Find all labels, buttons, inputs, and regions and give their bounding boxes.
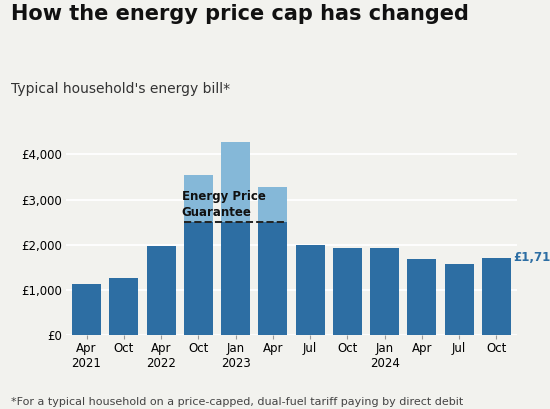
Bar xyxy=(184,222,213,335)
Text: Typical household's energy bill*: Typical household's energy bill* xyxy=(11,82,230,96)
Bar xyxy=(72,284,101,335)
Bar xyxy=(258,222,288,335)
Text: How the energy price cap has changed: How the energy price cap has changed xyxy=(11,4,469,24)
Bar xyxy=(109,278,138,335)
Text: Energy Price
Guarantee: Energy Price Guarantee xyxy=(182,190,266,219)
Bar xyxy=(221,222,250,335)
Bar xyxy=(258,187,288,222)
Bar xyxy=(370,248,399,335)
Text: £1,717: £1,717 xyxy=(513,251,550,264)
Bar xyxy=(333,248,362,335)
Text: *For a typical household on a price-capped, dual-fuel tariff paying by direct de: *For a typical household on a price-capp… xyxy=(11,397,463,407)
Bar xyxy=(184,175,213,222)
Bar xyxy=(445,265,474,335)
Bar xyxy=(146,246,175,335)
Bar xyxy=(408,259,437,335)
Bar xyxy=(482,258,511,335)
Bar xyxy=(221,142,250,222)
Bar xyxy=(295,245,324,335)
